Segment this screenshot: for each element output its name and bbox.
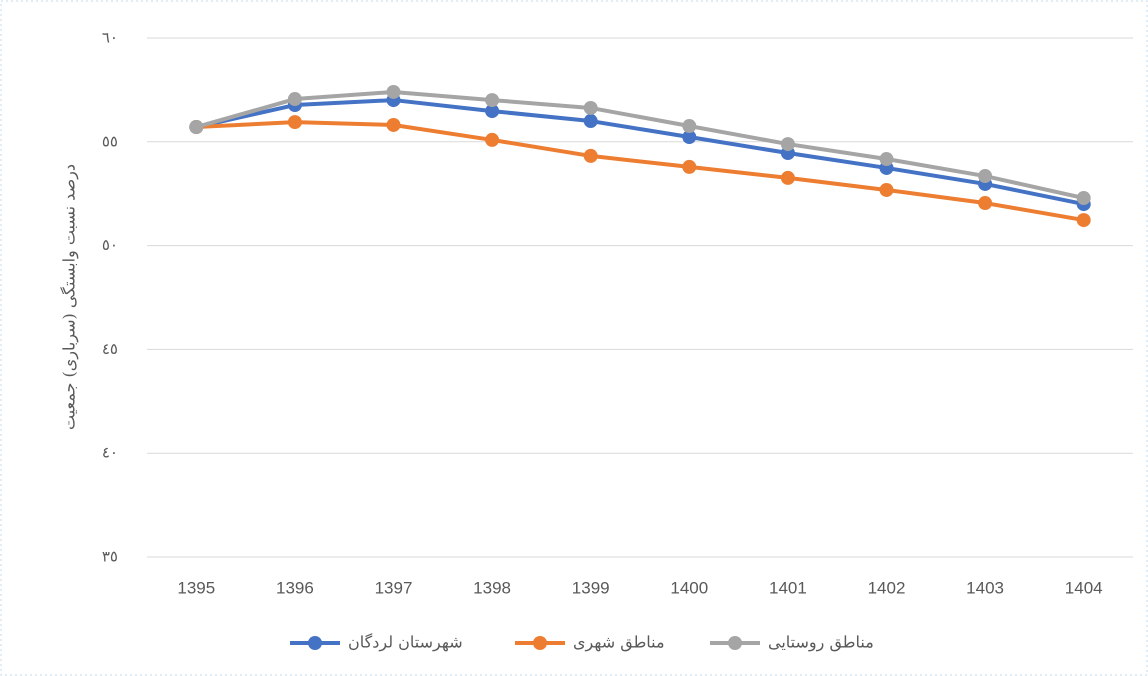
point bbox=[978, 196, 993, 211]
point bbox=[386, 117, 401, 132]
legend-marker bbox=[308, 636, 322, 650]
point bbox=[485, 104, 500, 119]
point bbox=[682, 130, 697, 145]
x-tick-label: 1398 bbox=[473, 578, 511, 597]
legend-marker bbox=[533, 636, 547, 650]
series-line bbox=[196, 120, 1085, 223]
point bbox=[1076, 191, 1091, 206]
point bbox=[485, 132, 500, 147]
series-line bbox=[195, 89, 1085, 201]
point bbox=[780, 137, 795, 152]
point bbox=[287, 115, 302, 130]
y-tick-label: ٣٥ bbox=[102, 548, 118, 566]
y-tick-label: ٦٠ bbox=[102, 29, 118, 47]
x-tick-label: 1403 bbox=[966, 578, 1004, 597]
legend-marker bbox=[728, 636, 742, 650]
y-tick-label: ٤٠ bbox=[102, 444, 118, 462]
point bbox=[189, 120, 204, 135]
point bbox=[780, 170, 795, 185]
point bbox=[583, 148, 598, 163]
point bbox=[1076, 213, 1091, 228]
point bbox=[879, 152, 894, 167]
x-tick-label: 1396 bbox=[276, 578, 314, 597]
x-tick-label: 1402 bbox=[868, 578, 906, 597]
point bbox=[879, 182, 894, 197]
y-tick-label: ٥٥ bbox=[102, 132, 118, 150]
legend-label: شهرستان لردگان bbox=[348, 633, 463, 652]
legend-label: مناطق روستایی bbox=[768, 633, 874, 652]
x-tick-label: 1404 bbox=[1065, 578, 1103, 597]
legend-label: مناطق شهری bbox=[573, 633, 665, 652]
y-tick-label: ٥٠ bbox=[102, 236, 118, 254]
y-tick-label: ٤٥ bbox=[102, 340, 118, 358]
x-tick-label: 1400 bbox=[670, 578, 708, 597]
point bbox=[682, 159, 697, 174]
series-line bbox=[195, 98, 1085, 207]
y-axis-label: درصد نسبت وابستگی (سرباری) جمعیت bbox=[60, 164, 79, 430]
point bbox=[287, 92, 302, 107]
point bbox=[583, 114, 598, 129]
x-tick-label: 1399 bbox=[572, 578, 610, 597]
point bbox=[583, 100, 598, 115]
point bbox=[485, 93, 500, 108]
point bbox=[978, 169, 993, 184]
point bbox=[682, 119, 697, 134]
x-tick-label: 1395 bbox=[177, 578, 215, 597]
x-tick-label: 1401 bbox=[769, 578, 807, 597]
x-tick-label: 1397 bbox=[375, 578, 413, 597]
point bbox=[386, 84, 401, 99]
